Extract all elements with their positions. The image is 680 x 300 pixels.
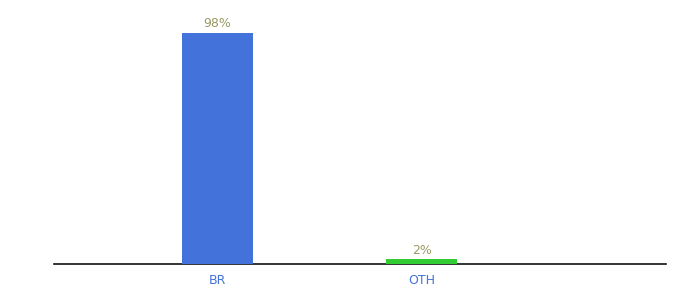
Bar <box>182 33 253 264</box>
Bar <box>386 259 457 264</box>
Text: 98%: 98% <box>204 17 231 30</box>
Text: 2%: 2% <box>411 244 432 257</box>
